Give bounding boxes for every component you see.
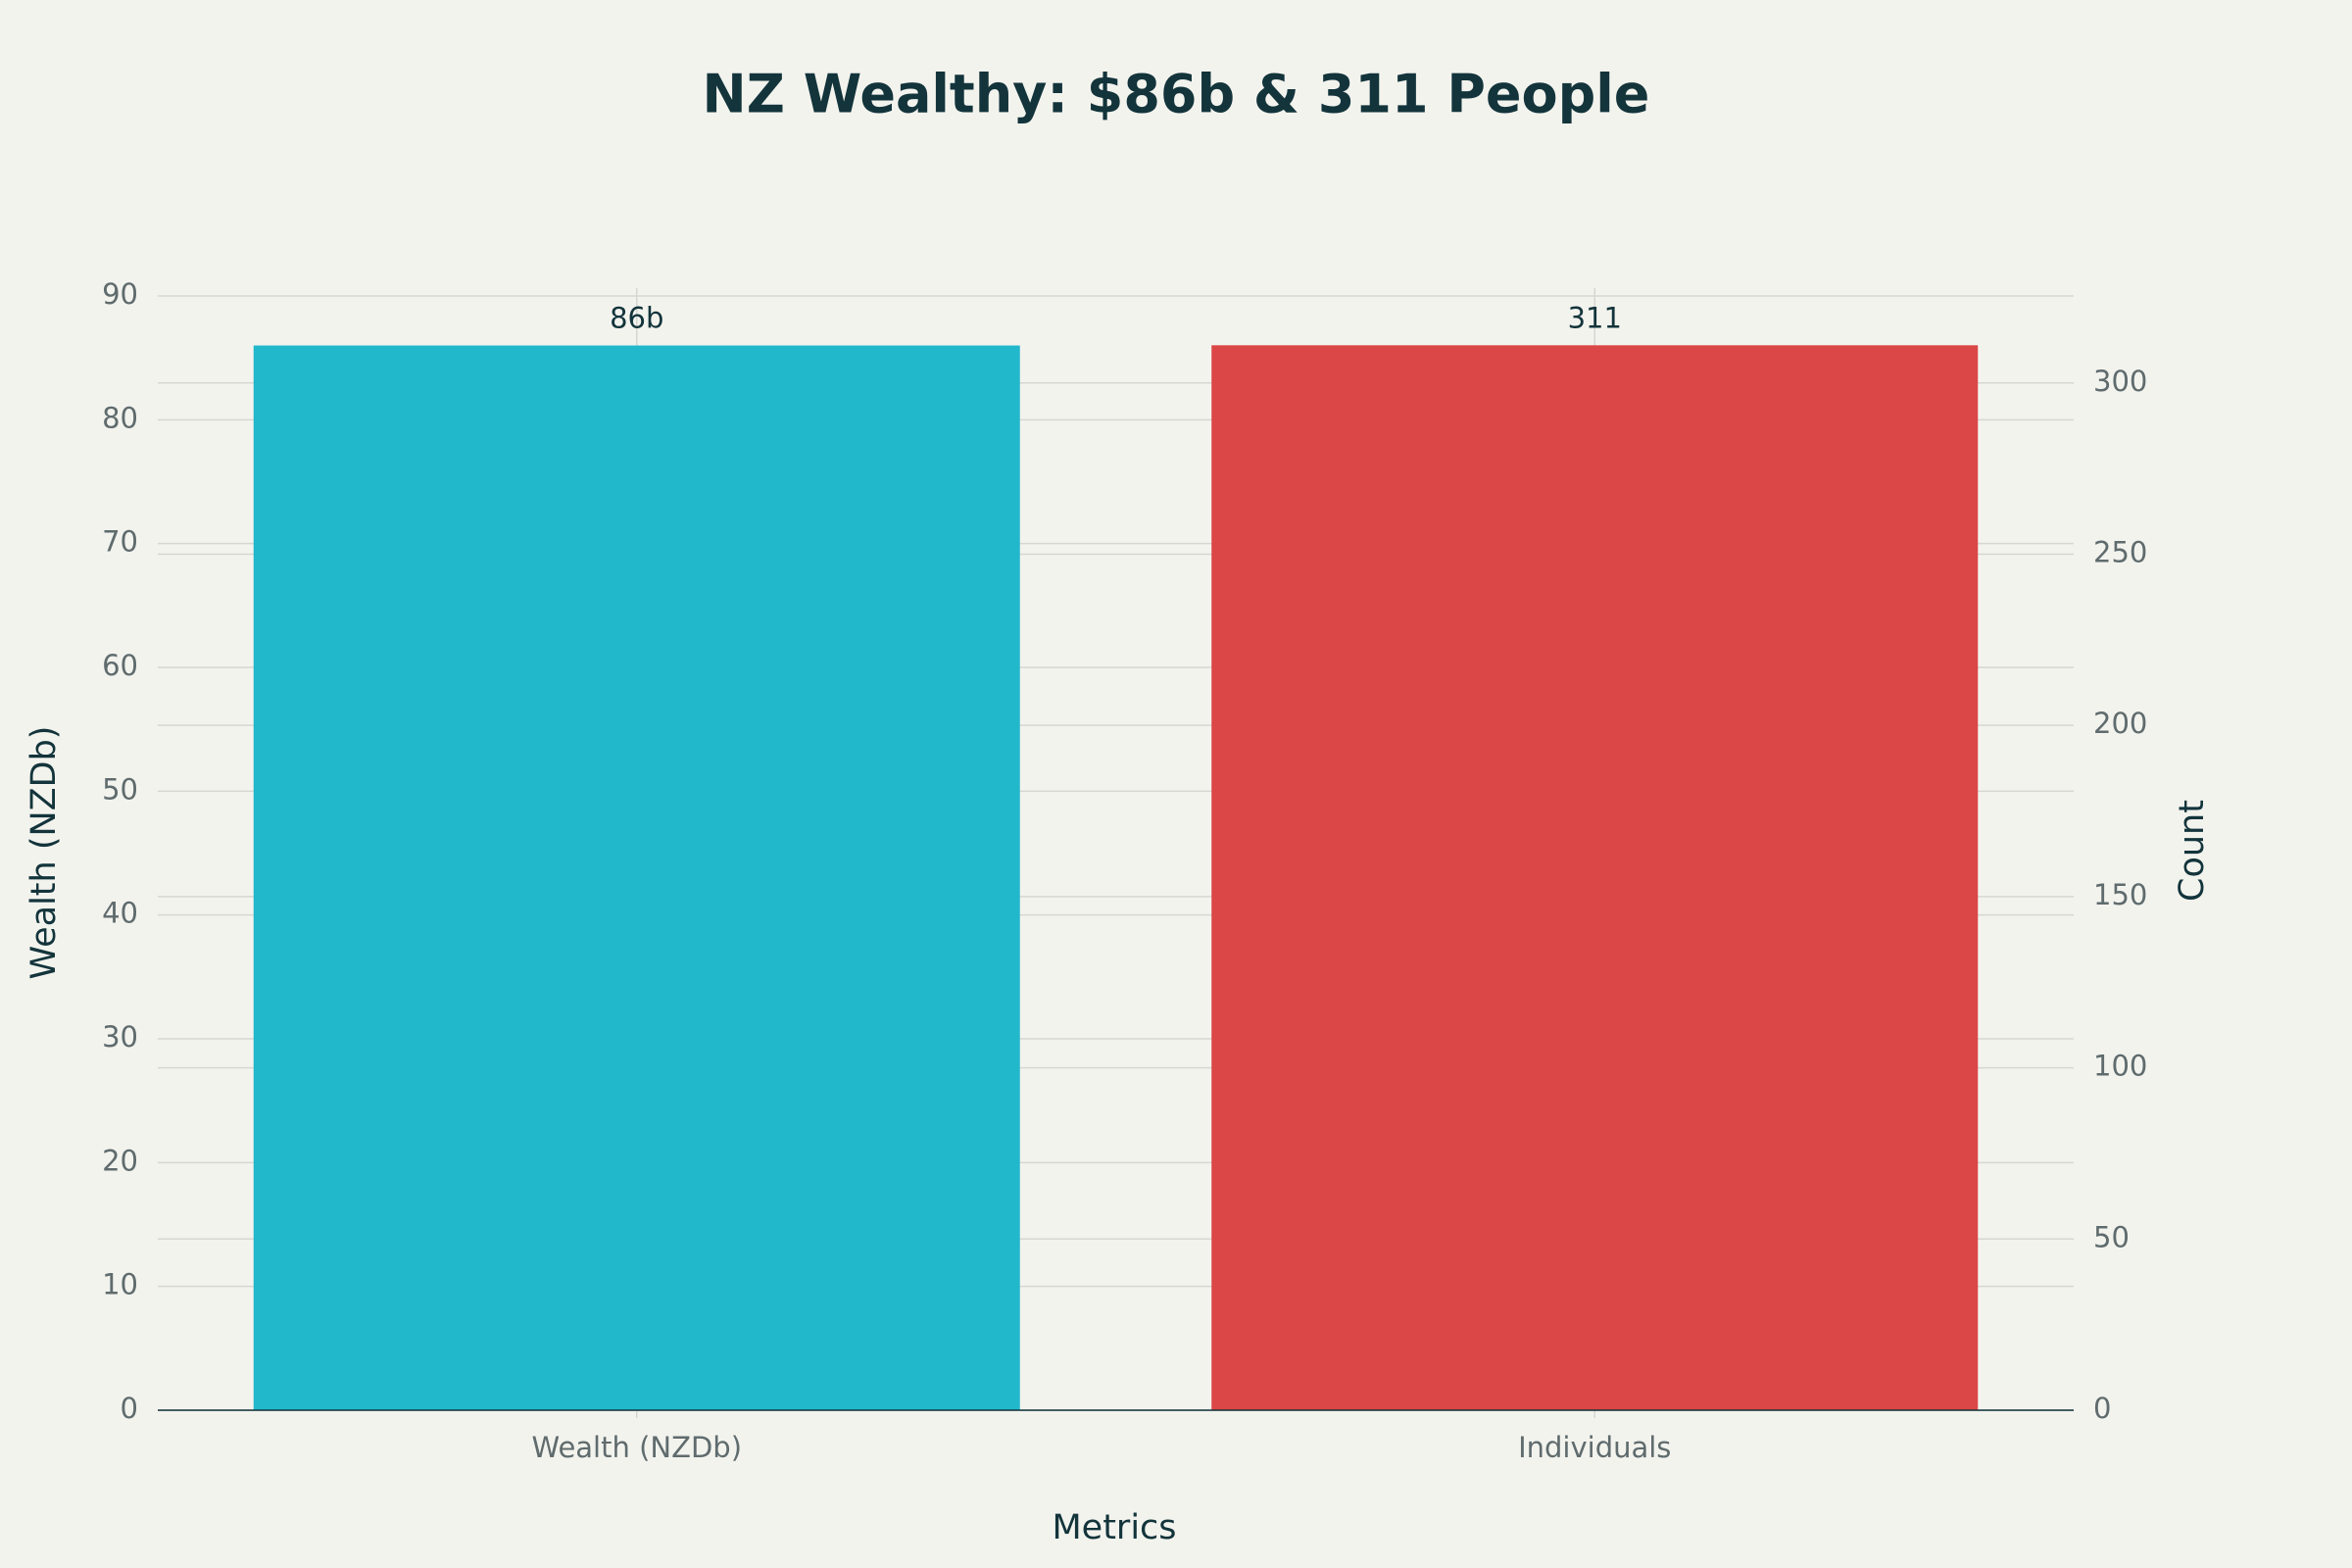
y-tick-label: 0	[121, 1392, 138, 1425]
y2-tick-label: 0	[2093, 1392, 2111, 1425]
bar	[253, 345, 1020, 1410]
y-tick-label: 60	[102, 649, 138, 682]
y-tick-label: 90	[102, 277, 138, 311]
y2-axis-title: Count	[2173, 800, 2212, 902]
data-label: 86b	[610, 302, 663, 335]
y2-tick-label: 150	[2093, 878, 2147, 911]
y-tick-label: 70	[102, 525, 138, 559]
x-tick-label: Individuals	[1518, 1431, 1671, 1464]
bar	[1211, 345, 1979, 1410]
chart-title: NZ Wealthy: $86b & 311 People	[703, 64, 1650, 125]
y-tick-label: 80	[102, 401, 138, 434]
y-tick-label: 10	[102, 1268, 138, 1301]
y-tick-label: 40	[102, 897, 138, 930]
y2-tick-label: 50	[2093, 1220, 2130, 1253]
data-label: 311	[1568, 301, 1622, 334]
y2-tick-label: 100	[2093, 1050, 2147, 1083]
y-tick-label: 30	[102, 1020, 138, 1054]
x-axis-title: Metrics	[1052, 1508, 1176, 1547]
y-tick-label: 20	[102, 1144, 138, 1177]
y2-tick-label: 300	[2093, 365, 2147, 398]
x-tick-label: Wealth (NZDb)	[531, 1431, 742, 1464]
y-axis-title: Wealth (NZDb)	[24, 726, 64, 980]
y2-tick-label: 200	[2093, 707, 2147, 740]
y2-tick-label: 250	[2093, 535, 2147, 568]
y-tick-label: 50	[102, 772, 138, 806]
